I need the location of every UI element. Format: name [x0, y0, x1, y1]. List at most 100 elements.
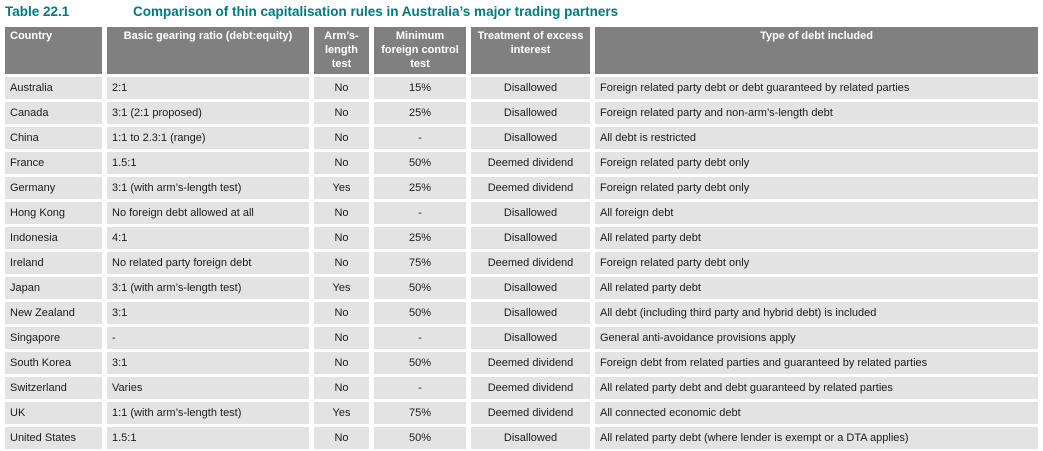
cell-country: France	[5, 152, 102, 175]
cell-arms-length-test: No	[314, 202, 369, 225]
cell-gearing-ratio: 3:1	[107, 352, 309, 375]
cell-excess-interest-treatment: Disallowed	[471, 327, 590, 350]
cell-excess-interest-treatment: Deemed dividend	[471, 177, 590, 200]
cell-country: Japan	[5, 277, 102, 300]
cell-debt-type: General anti-avoidance provisions apply	[595, 327, 1038, 350]
table-row: Switzerland Varies No - Deemed dividend All r…	[5, 377, 1038, 400]
cell-arms-length-test: No	[314, 127, 369, 150]
cell-arms-length-test: Yes	[314, 177, 369, 200]
cell-min-foreign-control-test: 25%	[374, 177, 466, 200]
table-row: China 1:1 to 2.3:1 (range) No - Disallowed Al…	[5, 127, 1038, 150]
table-row: New Zealand 3:1 No 50% Disallowed All debt (i…	[5, 302, 1038, 325]
cell-excess-interest-treatment: Deemed dividend	[471, 152, 590, 175]
cell-debt-type: All related party debt and debt guarante…	[595, 377, 1038, 400]
cell-arms-length-test: No	[314, 352, 369, 375]
cell-gearing-ratio: 2:1	[107, 77, 309, 100]
table-caption: Table 22.1 Comparison of thin capitalisa…	[0, 0, 1043, 24]
cell-gearing-ratio: -	[107, 327, 309, 350]
cell-arms-length-test: Yes	[314, 402, 369, 425]
column-header-country: Country	[5, 27, 102, 75]
cell-gearing-ratio: 1:1 to 2.3:1 (range)	[107, 127, 309, 150]
thin-capitalisation-table: Country Basic gearing ratio (debt:equity…	[0, 24, 1043, 451]
cell-country: Singapore	[5, 327, 102, 350]
cell-gearing-ratio: No related party foreign debt	[107, 252, 309, 275]
table-row: Ireland No related party foreign debt No 75…	[5, 252, 1038, 275]
cell-country: Hong Kong	[5, 202, 102, 225]
cell-min-foreign-control-test: -	[374, 377, 466, 400]
cell-debt-type: Foreign related party and non-arm’s-leng…	[595, 102, 1038, 125]
cell-debt-type: Foreign related party debt only	[595, 177, 1038, 200]
cell-debt-type: All connected economic debt	[595, 402, 1038, 425]
cell-min-foreign-control-test: 50%	[374, 152, 466, 175]
cell-debt-type: All related party debt	[595, 277, 1038, 300]
cell-gearing-ratio: No foreign debt allowed at all	[107, 202, 309, 225]
cell-gearing-ratio: 3:1 (with arm’s-length test)	[107, 277, 309, 300]
cell-excess-interest-treatment: Disallowed	[471, 277, 590, 300]
cell-excess-interest-treatment: Deemed dividend	[471, 402, 590, 425]
cell-debt-type: All foreign debt	[595, 202, 1038, 225]
cell-min-foreign-control-test: 50%	[374, 302, 466, 325]
cell-debt-type: All debt (including third party and hybr…	[595, 302, 1038, 325]
cell-country: UK	[5, 402, 102, 425]
cell-country: Australia	[5, 77, 102, 100]
cell-min-foreign-control-test: 75%	[374, 402, 466, 425]
table-row: UK 1:1 (with arm’s-length test) Yes 75% Deem…	[5, 402, 1038, 425]
cell-excess-interest-treatment: Disallowed	[471, 102, 590, 125]
cell-excess-interest-treatment: Deemed dividend	[471, 377, 590, 400]
cell-min-foreign-control-test: 75%	[374, 252, 466, 275]
cell-excess-interest-treatment: Disallowed	[471, 227, 590, 250]
cell-country: Canada	[5, 102, 102, 125]
cell-debt-type: Foreign debt from related parties and gu…	[595, 352, 1038, 375]
column-header-min-foreign-control-test: Minimum foreign control test	[374, 27, 466, 75]
cell-min-foreign-control-test: 25%	[374, 227, 466, 250]
cell-country: Switzerland	[5, 377, 102, 400]
table-number: Table 22.1	[5, 4, 70, 19]
table-row: South Korea 3:1 No 50% Deemed dividend Foreig…	[5, 352, 1038, 375]
cell-country: South Korea	[5, 352, 102, 375]
header-row: Country Basic gearing ratio (debt:equity…	[5, 27, 1038, 75]
cell-gearing-ratio: 3:1 (with arm’s-length test)	[107, 177, 309, 200]
cell-arms-length-test: No	[314, 152, 369, 175]
cell-arms-length-test: No	[314, 102, 369, 125]
cell-debt-type: Foreign related party debt only	[595, 152, 1038, 175]
cell-debt-type: Foreign related party debt or debt guara…	[595, 77, 1038, 100]
cell-country: Indonesia	[5, 227, 102, 250]
cell-arms-length-test: No	[314, 327, 369, 350]
table-body: Australia 2:1 No 15% Disallowed Foreign relat…	[5, 77, 1038, 450]
cell-country: China	[5, 127, 102, 150]
cell-min-foreign-control-test: 50%	[374, 352, 466, 375]
cell-min-foreign-control-test: 25%	[374, 102, 466, 125]
cell-gearing-ratio: 3:1 (2:1 proposed)	[107, 102, 309, 125]
cell-arms-length-test: No	[314, 227, 369, 250]
table-row: Indonesia 4:1 No 25% Disallowed All related p…	[5, 227, 1038, 250]
cell-arms-length-test: No	[314, 252, 369, 275]
table-title: Comparison of thin capitalisation rules …	[133, 4, 619, 19]
cell-min-foreign-control-test: -	[374, 202, 466, 225]
cell-gearing-ratio: 4:1	[107, 227, 309, 250]
table-row: Hong Kong No foreign debt allowed at all N…	[5, 202, 1038, 225]
cell-min-foreign-control-test: -	[374, 327, 466, 350]
cell-excess-interest-treatment: Disallowed	[471, 202, 590, 225]
table-row: Germany 3:1 (with arm’s-length test) Yes 25…	[5, 177, 1038, 200]
cell-arms-length-test: No	[314, 77, 369, 100]
cell-gearing-ratio: 1.5:1	[107, 427, 309, 450]
cell-arms-length-test: No	[314, 377, 369, 400]
cell-min-foreign-control-test: 50%	[374, 427, 466, 450]
cell-country: Germany	[5, 177, 102, 200]
cell-country: United States	[5, 427, 102, 450]
cell-arms-length-test: No	[314, 427, 369, 450]
table-row: United States 1.5:1 No 50% Disallowed All rel…	[5, 427, 1038, 450]
column-header-arms-length-test: Arm’s-length test	[314, 27, 369, 75]
cell-gearing-ratio: 3:1	[107, 302, 309, 325]
cell-min-foreign-control-test: 15%	[374, 77, 466, 100]
column-header-gearing-ratio: Basic gearing ratio (debt:equity)	[107, 27, 309, 75]
cell-excess-interest-treatment: Disallowed	[471, 77, 590, 100]
table-row: France 1.5:1 No 50% Deemed dividend Foreign r…	[5, 152, 1038, 175]
cell-min-foreign-control-test: -	[374, 127, 466, 150]
cell-country: New Zealand	[5, 302, 102, 325]
cell-gearing-ratio: 1.5:1	[107, 152, 309, 175]
cell-excess-interest-treatment: Disallowed	[471, 427, 590, 450]
cell-gearing-ratio: 1:1 (with arm’s-length test)	[107, 402, 309, 425]
cell-debt-type: All related party debt (where lender is …	[595, 427, 1038, 450]
cell-min-foreign-control-test: 50%	[374, 277, 466, 300]
